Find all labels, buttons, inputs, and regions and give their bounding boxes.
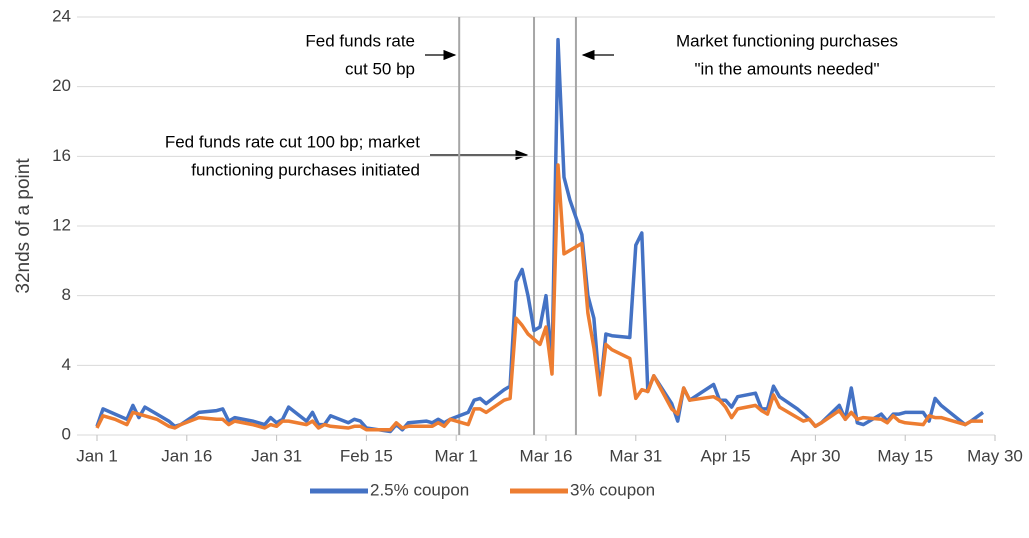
x-tick-label: Jan 1 (76, 446, 118, 465)
x-tick-label: Apr 30 (790, 446, 840, 465)
x-tick-label: Mar 31 (609, 446, 662, 465)
x-tick-label: Jan 16 (161, 446, 212, 465)
legend-label: 3% coupon (570, 480, 655, 499)
annotation: "in the amounts needed" (694, 59, 879, 78)
y-tick-label: 16 (52, 146, 71, 165)
x-tick-label: May 15 (877, 446, 933, 465)
x-tick-label: Jan 31 (251, 446, 302, 465)
annotation: functioning purchases initiated (191, 160, 420, 179)
series-line (95, 163, 983, 432)
y-tick-label: 0 (62, 424, 71, 443)
annotation: Market functioning purchases (676, 31, 898, 50)
series-line (95, 37, 985, 434)
x-tick-label: Apr 15 (701, 446, 751, 465)
x-tick-label: Mar 1 (434, 446, 477, 465)
y-tick-label: 20 (52, 76, 71, 95)
y-axis-label: 32nds of a point (13, 158, 34, 294)
annotation: Fed funds rate cut 100 bp; market (165, 132, 420, 151)
y-tick-label: 24 (52, 6, 71, 25)
y-tick-label: 12 (52, 215, 71, 234)
annotation: Fed funds rate (305, 31, 415, 50)
annotation: cut 50 bp (345, 59, 415, 78)
y-tick-label: 8 (62, 285, 71, 304)
legend-label: 2.5% coupon (370, 480, 469, 499)
x-tick-label: May 30 (967, 446, 1023, 465)
x-tick-label: Mar 16 (520, 446, 573, 465)
y-tick-label: 4 (62, 355, 71, 374)
x-tick-label: Feb 15 (340, 446, 393, 465)
